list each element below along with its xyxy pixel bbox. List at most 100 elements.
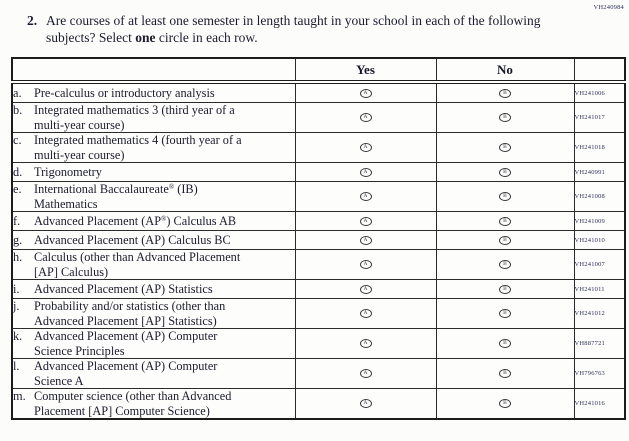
subject-cell: e. International Baccalaureate® (IB) Math… — [11, 181, 296, 212]
subject-label: Advanced Placement (AP) Statistics — [34, 282, 295, 297]
no-option-cell[interactable]: B — [435, 102, 575, 133]
yes-oval-icon[interactable]: A — [359, 216, 372, 226]
yes-oval-icon[interactable]: A — [359, 369, 372, 379]
yes-oval-icon[interactable]: A — [359, 167, 372, 177]
subject-line1: Advanced Placement (AP®) Calculus AB — [34, 213, 237, 228]
row-letter: c. — [13, 133, 22, 147]
yes-option-cell[interactable]: A — [294, 132, 437, 163]
subject-label: Pre-calculus or introductory analysis — [34, 86, 295, 101]
question-line1: Are courses of at least one semester in … — [46, 13, 485, 28]
registered-trademark-mark: ® — [161, 214, 167, 223]
subject-label: Integrated mathematics 3 (third year of … — [34, 103, 295, 132]
yes-option-cell[interactable]: A — [294, 102, 437, 133]
row-code: VH241006 — [573, 81, 626, 103]
no-oval-letter: B — [503, 168, 507, 175]
no-option-cell[interactable]: B — [435, 388, 575, 420]
header-code-cell — [573, 57, 626, 84]
subject-label: Advanced Placement (AP) Calculus BC — [34, 233, 295, 248]
table-row: h. Calculus (other than Advanced Placeme… — [11, 249, 626, 280]
subject-cell: a. Pre-calculus or introductory analysis — [11, 81, 296, 103]
question-block: 2. Are courses of at least one semester … — [27, 12, 575, 46]
no-oval-icon[interactable]: B — [499, 309, 511, 319]
no-option-cell[interactable]: B — [435, 211, 575, 231]
row-code: VH241018 — [573, 132, 626, 163]
subject-line2: Advanced Placement [AP] Statistics) — [34, 313, 217, 328]
subjects-table: Yes No a. Pre-calculus or introductory a… — [11, 57, 626, 420]
subject-line2: Science Principles — [34, 343, 125, 358]
yes-oval-icon[interactable]: A — [359, 309, 372, 319]
yes-oval-icon[interactable]: A — [359, 113, 372, 123]
no-oval-icon[interactable]: B — [499, 369, 511, 379]
yes-option-cell[interactable]: A — [294, 249, 437, 280]
question-line2-after: circle in each row. — [155, 30, 258, 45]
yes-oval-letter: A — [363, 285, 368, 292]
no-oval-icon[interactable]: B — [499, 399, 511, 409]
row-letter: l. — [13, 359, 20, 373]
no-oval-icon[interactable]: B — [499, 216, 511, 226]
yes-option-cell[interactable]: A — [294, 388, 437, 420]
no-oval-icon[interactable]: B — [499, 167, 511, 177]
no-option-cell[interactable]: B — [435, 181, 575, 212]
no-oval-icon[interactable]: B — [499, 235, 511, 245]
row-letter: h. — [13, 250, 23, 264]
no-oval-icon[interactable]: B — [499, 143, 511, 153]
no-oval-icon[interactable]: B — [499, 260, 511, 270]
subject-label: Advanced Placement (AP) Computer Science … — [34, 359, 295, 388]
table-row: j. Probability and/or statistics (other … — [11, 298, 626, 329]
no-option-cell[interactable]: B — [435, 162, 575, 182]
yes-oval-icon[interactable]: A — [359, 284, 372, 294]
yes-oval-icon[interactable]: A — [359, 399, 372, 409]
no-oval-letter: B — [503, 114, 507, 121]
yes-oval-icon[interactable]: A — [359, 88, 372, 98]
no-oval-icon[interactable]: B — [499, 192, 511, 202]
subject-cell: c. Integrated mathematics 4 (fourth year… — [11, 132, 296, 163]
yes-option-cell[interactable]: A — [294, 162, 437, 182]
yes-oval-icon[interactable]: A — [359, 192, 372, 202]
yes-option-cell[interactable]: A — [294, 279, 437, 299]
subject-line1: Trigonometry — [34, 164, 102, 179]
yes-option-cell[interactable]: A — [294, 181, 437, 212]
yes-oval-icon[interactable]: A — [359, 143, 372, 153]
subject-label: Advanced Placement (AP) Computer Science … — [34, 329, 295, 358]
no-option-cell[interactable]: B — [435, 328, 575, 359]
no-oval-letter: B — [503, 370, 507, 377]
yes-option-cell[interactable]: A — [294, 358, 437, 389]
subject-line2: Mathematics — [34, 196, 98, 211]
yes-option-cell[interactable]: A — [294, 230, 437, 250]
yes-option-cell[interactable]: A — [294, 298, 437, 329]
no-option-cell[interactable]: B — [435, 358, 575, 389]
subject-cell: f. Advanced Placement (AP®) Calculus AB — [11, 211, 296, 231]
no-oval-icon[interactable]: B — [499, 284, 511, 294]
yes-option-cell[interactable]: A — [294, 328, 437, 359]
yes-oval-icon[interactable]: A — [359, 235, 372, 245]
yes-oval-letter: A — [363, 193, 368, 200]
table-row: l. Advanced Placement (AP) Computer Scien… — [11, 358, 626, 389]
subject-cell: l. Advanced Placement (AP) Computer Scien… — [11, 358, 296, 389]
no-oval-icon[interactable]: B — [499, 88, 511, 98]
no-option-cell[interactable]: B — [435, 230, 575, 250]
row-letter: f. — [13, 213, 21, 228]
row-letter: m. — [13, 389, 26, 403]
table-row: f. Advanced Placement (AP®) Calculus AB … — [11, 211, 626, 231]
subject-line2: [AP] Calculus) — [34, 264, 109, 279]
yes-option-cell[interactable]: A — [294, 81, 437, 103]
no-oval-icon[interactable]: B — [499, 113, 511, 123]
row-letter: e. — [13, 182, 22, 196]
no-oval-icon[interactable]: B — [499, 339, 511, 349]
no-oval-letter: B — [503, 285, 507, 292]
no-option-cell[interactable]: B — [435, 279, 575, 299]
row-code: VH241011 — [573, 279, 626, 299]
subject-label: Trigonometry — [34, 165, 295, 180]
subject-cell: i. Advanced Placement (AP) Statistics — [11, 279, 296, 299]
subject-label: Computer science (other than Advanced Pla… — [34, 389, 295, 418]
no-option-cell[interactable]: B — [435, 132, 575, 163]
no-option-cell[interactable]: B — [435, 298, 575, 329]
subjects-table-body: a. Pre-calculus or introductory analysis… — [11, 81, 626, 420]
row-letter: k. — [13, 329, 23, 343]
no-option-cell[interactable]: B — [435, 249, 575, 280]
yes-oval-icon[interactable]: A — [359, 260, 372, 270]
no-option-cell[interactable]: B — [435, 81, 575, 103]
yes-oval-icon[interactable]: A — [359, 339, 372, 349]
yes-option-cell[interactable]: A — [294, 211, 437, 231]
